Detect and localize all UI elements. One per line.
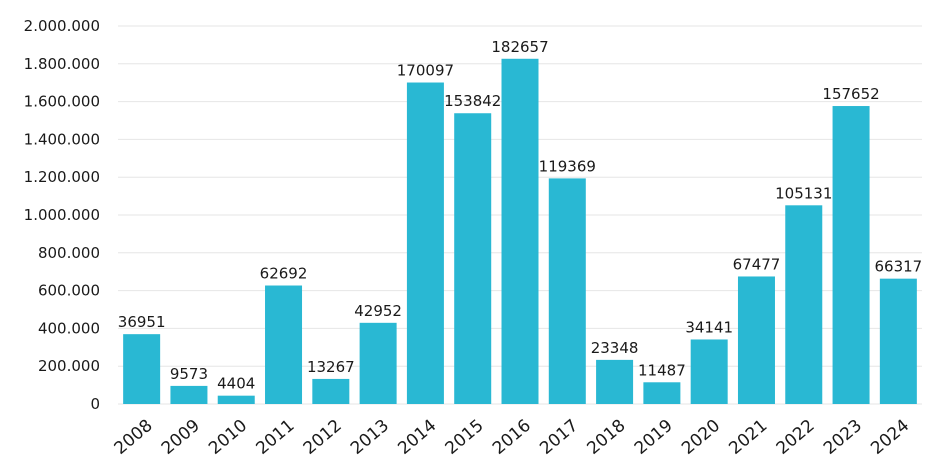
x-tick-label-2021: 2021 xyxy=(725,416,771,459)
y-tick-label: 1.800.000 xyxy=(24,55,100,73)
x-tick-label-2023: 2023 xyxy=(820,416,866,459)
x-tick-label-2016: 2016 xyxy=(489,416,535,459)
data-label-2010: 4404 xyxy=(217,375,255,393)
data-label-2013: 42952 xyxy=(354,302,402,320)
x-tick-label-2015: 2015 xyxy=(442,416,488,459)
x-tick-label-2024: 2024 xyxy=(867,416,913,459)
y-tick-label: 800.000 xyxy=(38,244,100,262)
bar-2021 xyxy=(737,276,775,404)
bar-2010 xyxy=(217,395,255,404)
bar-2019 xyxy=(643,382,681,404)
x-tick-label-2008: 2008 xyxy=(111,416,157,459)
bar-2016 xyxy=(501,58,539,405)
x-tick-label-2014: 2014 xyxy=(394,416,440,459)
y-tick-label: 1.600.000 xyxy=(24,93,100,111)
y-tick-label: 2.000.000 xyxy=(24,17,100,35)
x-tick-label-2009: 2009 xyxy=(158,416,204,459)
x-tick-label-2012: 2012 xyxy=(300,416,346,459)
x-tick-label-2022: 2022 xyxy=(773,416,819,459)
x-tick-label-2019: 2019 xyxy=(631,416,677,459)
bar-2020 xyxy=(690,339,728,404)
x-axis: 2008 2009 2010 2011 2012 2013 2014 2015 2016 2017… xyxy=(111,416,914,459)
bar-2012 xyxy=(312,378,350,404)
bar-2009 xyxy=(170,385,208,404)
data-label-2018: 23348 xyxy=(591,339,639,357)
x-tick-label-2018: 2018 xyxy=(584,416,630,459)
data-label-2021: 67477 xyxy=(733,255,781,273)
x-tick-label-2020: 2020 xyxy=(678,416,724,459)
data-label-2015: 153842 xyxy=(444,92,501,110)
data-label-2020: 34141 xyxy=(685,318,733,336)
data-label-2011: 62692 xyxy=(260,265,308,283)
bar-2008 xyxy=(123,334,161,404)
data-label-2012: 13267 xyxy=(307,358,355,376)
data-label-2019: 11487 xyxy=(638,361,686,379)
y-tick-label: 0 xyxy=(90,395,100,413)
y-tick-label: 600.000 xyxy=(38,282,100,300)
bar-2015 xyxy=(454,113,492,404)
data-label-2017: 119369 xyxy=(539,157,596,175)
y-tick-label: 1.000.000 xyxy=(24,206,100,224)
data-label-2016: 182657 xyxy=(491,38,548,56)
y-tick-label: 200.000 xyxy=(38,357,100,375)
x-tick-label-2010: 2010 xyxy=(205,416,251,459)
bar-2013 xyxy=(359,322,397,404)
bar-2014 xyxy=(406,82,444,405)
data-label-2008: 36951 xyxy=(118,313,166,331)
y-tick-label: 1.400.000 xyxy=(24,130,100,148)
bar-2023 xyxy=(832,106,870,404)
data-label-2024: 66317 xyxy=(874,258,922,276)
data-label-2023: 157652 xyxy=(822,85,879,103)
bar-2024 xyxy=(879,278,917,404)
bar-2011 xyxy=(265,285,303,404)
bars xyxy=(123,58,917,405)
data-label-2014: 170097 xyxy=(397,62,454,80)
x-tick-label-2011: 2011 xyxy=(252,416,298,459)
bar-2022 xyxy=(785,205,823,404)
data-label-2009: 9573 xyxy=(170,365,208,383)
data-labels: 36951 9573 4404 62692 13267 42952 170097 153842… xyxy=(118,38,922,393)
y-axis: 0 200.000 400.000 600.000 800.000 1.000.000 1.… xyxy=(24,17,100,413)
data-label-2022: 105131 xyxy=(775,184,832,202)
x-tick-label-2017: 2017 xyxy=(536,416,582,459)
x-tick-label-2013: 2013 xyxy=(347,416,393,459)
bar-2017 xyxy=(548,178,586,404)
y-tick-label: 400.000 xyxy=(38,319,100,337)
y-tick-label: 1.200.000 xyxy=(24,168,100,186)
bar-2018 xyxy=(596,359,634,404)
